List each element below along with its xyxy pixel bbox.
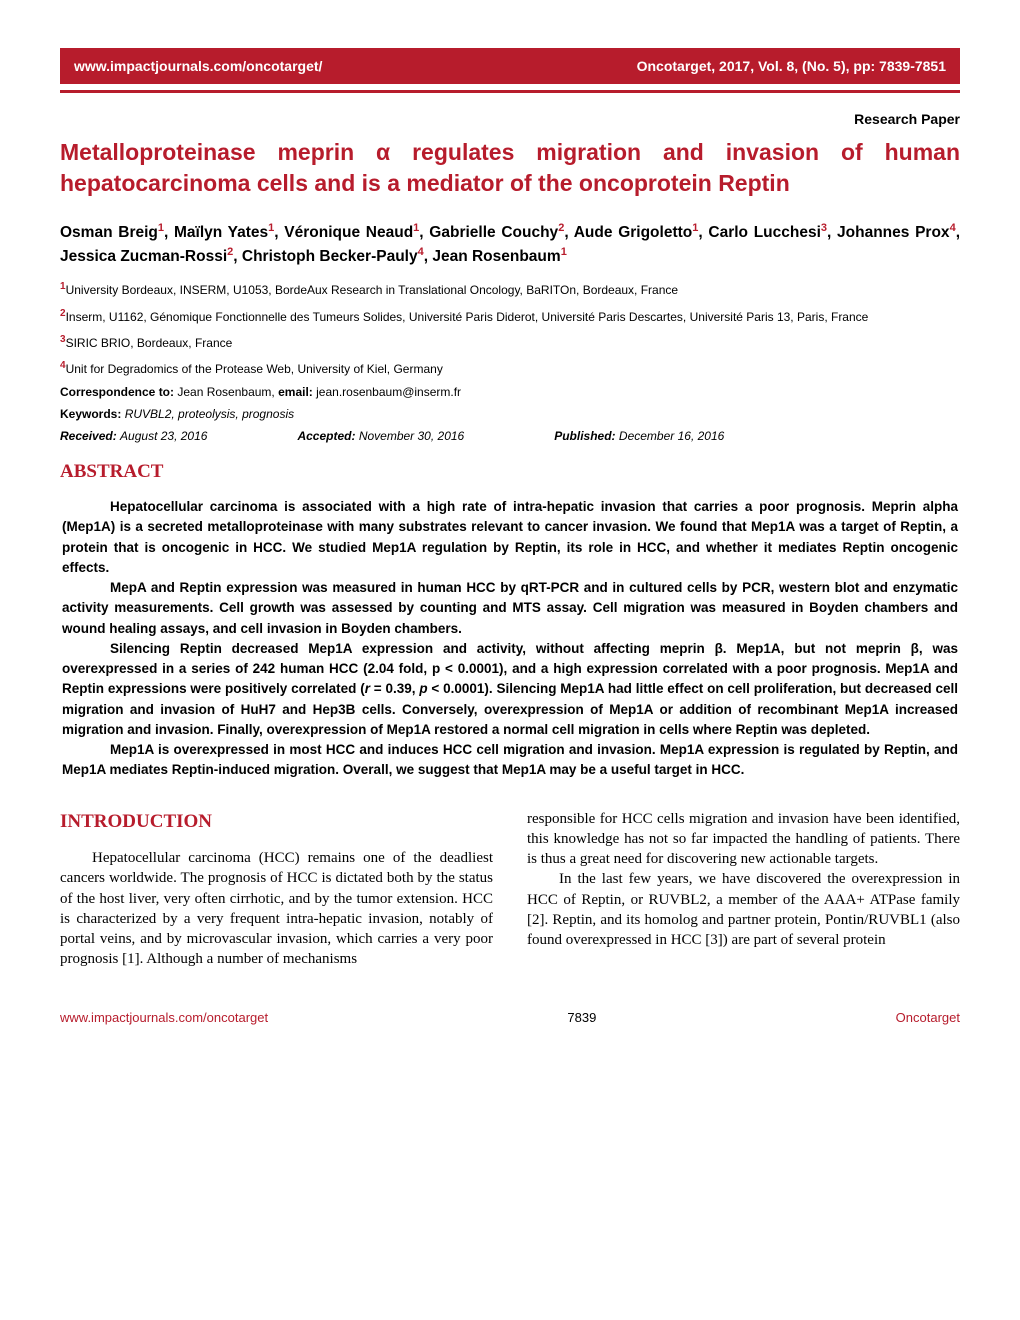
intro-paragraph: Hepatocellular carcinoma (HCC) remains o… <box>60 848 493 970</box>
journal-url: www.impactjournals.com/oncotarget/ <box>74 58 322 74</box>
journal-citation: Oncotarget, 2017, Vol. 8, (No. 5), pp: 7… <box>637 58 946 74</box>
abstract-body: Hepatocellular carcinoma is associated w… <box>60 497 960 781</box>
footer-journal: Oncotarget <box>896 1010 960 1025</box>
page-footer: www.impactjournals.com/oncotarget 7839 O… <box>60 1010 960 1025</box>
correspondence: Correspondence to: Jean Rosenbaum, email… <box>60 385 960 399</box>
abstract-paragraph: Hepatocellular carcinoma is associated w… <box>62 497 958 578</box>
body-columns: INTRODUCTION Hepatocellular carcinoma (H… <box>60 809 960 970</box>
authors-list: Osman Breig1, Maïlyn Yates1, Véronique N… <box>60 221 960 268</box>
publication-dates: Received: August 23, 2016 Accepted: Nove… <box>60 429 960 443</box>
intro-paragraph: responsible for HCC cells migration and … <box>527 809 960 870</box>
footer-url: www.impactjournals.com/oncotarget <box>60 1010 268 1025</box>
abstract-paragraph: Silencing Reptin decreased Mep1A express… <box>62 639 958 740</box>
abstract-heading: ABSTRACT <box>60 461 960 483</box>
affiliation: 2Inserm, U1162, Génomique Fonctionnelle … <box>60 307 960 325</box>
affiliation: 3SIRIC BRIO, Bordeaux, France <box>60 333 960 351</box>
column-right: responsible for HCC cells migration and … <box>527 809 960 970</box>
affiliation: 4Unit for Degradomics of the Protease We… <box>60 359 960 377</box>
page-number: 7839 <box>567 1010 596 1025</box>
abstract-paragraph: MepA and Reptin expression was measured … <box>62 578 958 639</box>
keywords: Keywords: RUVBL2, proteolysis, prognosis <box>60 407 960 421</box>
abstract-paragraph: Mep1A is overexpressed in most HCC and i… <box>62 740 958 781</box>
intro-paragraph: In the last few years, we have discovere… <box>527 869 960 950</box>
article-type: Research Paper <box>60 111 960 127</box>
introduction-heading: INTRODUCTION <box>60 809 493 835</box>
affiliation: 1University Bordeaux, INSERM, U1053, Bor… <box>60 280 960 298</box>
column-left: INTRODUCTION Hepatocellular carcinoma (H… <box>60 809 493 970</box>
article-title: Metalloproteinase meprin α regulates mig… <box>60 137 960 199</box>
journal-header-bar: www.impactjournals.com/oncotarget/ Oncot… <box>60 48 960 84</box>
divider <box>60 90 960 93</box>
